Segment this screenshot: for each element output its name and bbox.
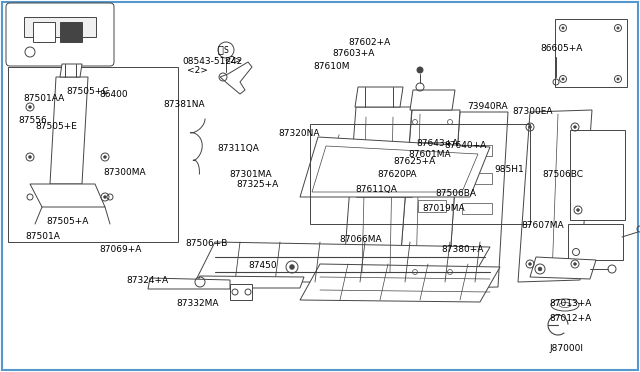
Text: 87607MA: 87607MA <box>522 221 564 230</box>
Text: 87012+A: 87012+A <box>549 314 591 323</box>
Text: 87013+A: 87013+A <box>549 299 591 308</box>
Text: 08543-51242: 08543-51242 <box>182 57 243 66</box>
Bar <box>60 22 82 42</box>
Bar <box>418 170 446 182</box>
Ellipse shape <box>551 299 579 311</box>
Polygon shape <box>30 184 105 207</box>
Text: 87320NA: 87320NA <box>278 129 320 138</box>
Circle shape <box>577 208 579 212</box>
Text: 87610M: 87610M <box>314 62 350 71</box>
Text: 87506BC: 87506BC <box>543 170 584 179</box>
Text: 87603+A: 87603+A <box>333 49 375 58</box>
Text: 87324+A: 87324+A <box>127 276 169 285</box>
Text: 87556: 87556 <box>18 116 47 125</box>
Text: 87501A: 87501A <box>26 232 60 241</box>
Circle shape <box>29 106 31 109</box>
Text: 87300EA: 87300EA <box>512 107 552 116</box>
Circle shape <box>573 263 577 266</box>
Text: 87643+A: 87643+A <box>416 139 458 148</box>
Text: 87640+A: 87640+A <box>445 141 487 150</box>
Text: 87069+A: 87069+A <box>99 245 141 254</box>
Polygon shape <box>448 112 508 288</box>
Circle shape <box>104 155 106 158</box>
Text: 87625+A: 87625+A <box>394 157 436 166</box>
Ellipse shape <box>559 302 571 308</box>
Text: 87301MA: 87301MA <box>229 170 272 179</box>
Polygon shape <box>50 77 88 184</box>
Circle shape <box>617 78 619 80</box>
Text: <2>: <2> <box>224 55 241 64</box>
Polygon shape <box>530 257 596 279</box>
Bar <box>570 130 625 220</box>
Text: J87000I: J87000I <box>549 344 583 353</box>
Bar <box>568 224 623 260</box>
Polygon shape <box>312 146 478 192</box>
Bar <box>418 142 446 154</box>
Text: 985H1: 985H1 <box>494 165 524 174</box>
Text: 87602+A: 87602+A <box>349 38 391 47</box>
Text: 87300MA: 87300MA <box>104 169 147 177</box>
Polygon shape <box>148 278 230 289</box>
Circle shape <box>538 267 542 271</box>
Polygon shape <box>342 107 412 292</box>
Bar <box>462 203 492 214</box>
Polygon shape <box>220 62 252 94</box>
Polygon shape <box>355 87 403 107</box>
Circle shape <box>289 264 294 269</box>
Bar <box>462 145 492 156</box>
Text: 87381NA: 87381NA <box>163 100 205 109</box>
Text: 87501AA: 87501AA <box>23 94 64 103</box>
Circle shape <box>417 67 423 73</box>
Circle shape <box>104 196 106 199</box>
Text: 87311QA: 87311QA <box>218 144 259 153</box>
Text: 87505+A: 87505+A <box>46 217 88 226</box>
Text: 87066MA: 87066MA <box>339 235 382 244</box>
Text: 87611QA: 87611QA <box>355 185 397 194</box>
Bar <box>310 124 530 224</box>
Text: 73940RA: 73940RA <box>467 102 508 110</box>
Polygon shape <box>300 137 490 197</box>
Text: 86605+A: 86605+A <box>541 44 583 53</box>
Text: 87380+A: 87380+A <box>442 245 484 254</box>
FancyBboxPatch shape <box>6 3 114 66</box>
Text: 87325+A: 87325+A <box>237 180 279 189</box>
Bar <box>462 173 492 184</box>
Bar <box>33 22 55 42</box>
Circle shape <box>529 263 531 266</box>
Text: 87506+B: 87506+B <box>186 239 228 248</box>
Circle shape <box>617 27 619 29</box>
Bar <box>230 284 252 300</box>
Text: S: S <box>223 45 228 55</box>
Circle shape <box>562 78 564 80</box>
Polygon shape <box>300 264 500 302</box>
Text: 87332MA: 87332MA <box>176 299 218 308</box>
Circle shape <box>562 27 564 29</box>
Text: 87019MA: 87019MA <box>422 204 465 213</box>
Polygon shape <box>195 276 304 288</box>
Text: 87601MA: 87601MA <box>408 150 451 159</box>
Polygon shape <box>195 242 490 282</box>
Text: 86400: 86400 <box>99 90 128 99</box>
Polygon shape <box>60 64 82 77</box>
Polygon shape <box>410 90 455 110</box>
Circle shape <box>29 155 31 158</box>
Text: 87506BA: 87506BA <box>435 189 476 198</box>
Polygon shape <box>24 17 96 37</box>
Text: 87450: 87450 <box>248 262 277 270</box>
Text: <2>: <2> <box>187 66 208 75</box>
Circle shape <box>529 125 531 128</box>
Bar <box>555 19 627 87</box>
Text: 87505+E: 87505+E <box>35 122 77 131</box>
Polygon shape <box>398 110 460 290</box>
Text: 87505+C: 87505+C <box>66 87 108 96</box>
Text: 87620PA: 87620PA <box>378 170 417 179</box>
Polygon shape <box>518 110 592 282</box>
Text: Ⓢ: Ⓢ <box>217 44 223 54</box>
Circle shape <box>573 125 577 128</box>
Bar <box>418 200 446 212</box>
Bar <box>8 67 178 242</box>
